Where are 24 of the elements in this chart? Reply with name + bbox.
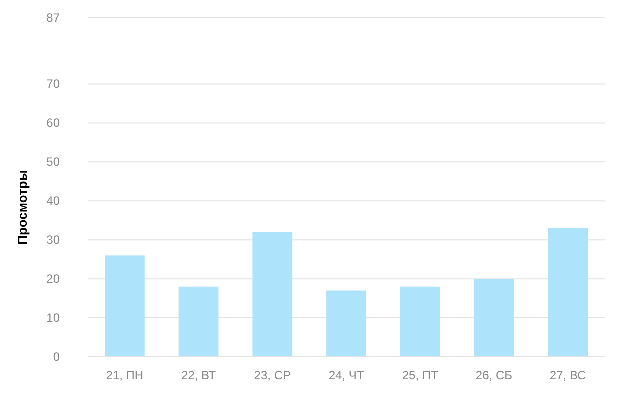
- y-tick-label: 70: [46, 77, 60, 92]
- y-axis-title: Просмотры: [15, 170, 30, 245]
- y-tick-label: 50: [46, 155, 60, 170]
- bar: [326, 290, 366, 357]
- bar: [252, 232, 293, 357]
- y-tick-label: 10: [46, 310, 60, 325]
- x-tick-label: 22, ВТ: [182, 368, 217, 383]
- y-tick-label: 60: [46, 116, 60, 130]
- bar: [400, 286, 440, 357]
- x-tick-label: 21, ПН: [106, 368, 144, 383]
- y-tick-label: 20: [46, 272, 60, 286]
- bar: [474, 279, 514, 357]
- bar: [178, 286, 219, 357]
- x-tick-label: 25, ПТ: [402, 368, 440, 383]
- y-tick-label: 0: [53, 350, 60, 364]
- bar: [548, 228, 588, 357]
- y-tick-label: 87: [46, 10, 60, 25]
- x-tick-label: 27, ВС: [550, 368, 587, 383]
- bar: [104, 256, 145, 357]
- x-tick-label: 26, СБ: [476, 368, 513, 383]
- x-tick-label: 24, ЧТ: [328, 368, 365, 383]
- y-tick-label: 30: [46, 232, 60, 247]
- y-tick-label: 40: [46, 194, 60, 208]
- x-tick-label: 23, СР: [254, 368, 291, 383]
